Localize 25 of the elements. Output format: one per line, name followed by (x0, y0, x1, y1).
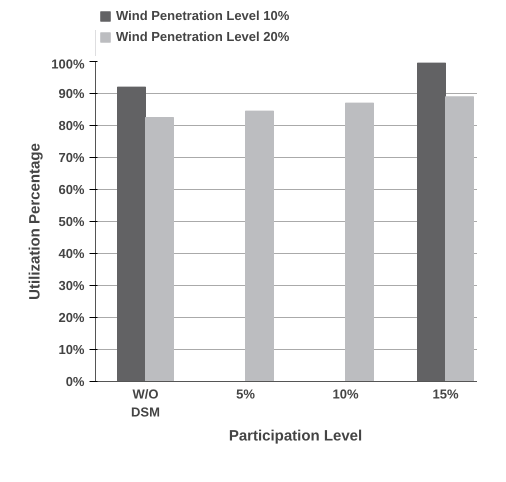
x-tick-label: 5% (236, 386, 256, 402)
legend-label: Wind Penetration Level 10% (116, 8, 290, 23)
y-tick-label: 20% (58, 310, 85, 325)
x-tick-label: 10% (332, 386, 359, 402)
x-tick-label: W/O DSM (131, 386, 160, 420)
y-tick-label: 100% (51, 56, 85, 72)
bar (345, 102, 374, 382)
bar (445, 96, 474, 382)
x-axis-title: Participation Level (228, 428, 362, 444)
y-tick-label: 50% (58, 214, 85, 229)
y-tick-label: 10% (58, 342, 85, 357)
bar (145, 117, 174, 382)
legend-label: Wind Penetration Level 20% (116, 29, 290, 44)
bar (117, 86, 146, 382)
y-tick-label: 40% (58, 246, 85, 261)
bar (245, 110, 274, 382)
y-axis-title: Utilization Percentage (26, 143, 44, 300)
y-tick-label: 30% (58, 278, 85, 293)
y-tick-label: 80% (58, 118, 85, 133)
y-tick-label: 0% (66, 374, 85, 389)
y-tick-label: 70% (58, 150, 85, 165)
bar (417, 62, 446, 382)
x-tick-label: 15% (432, 386, 459, 402)
y-tick-label: 90% (58, 86, 85, 101)
y-tick-label: 60% (58, 182, 85, 197)
